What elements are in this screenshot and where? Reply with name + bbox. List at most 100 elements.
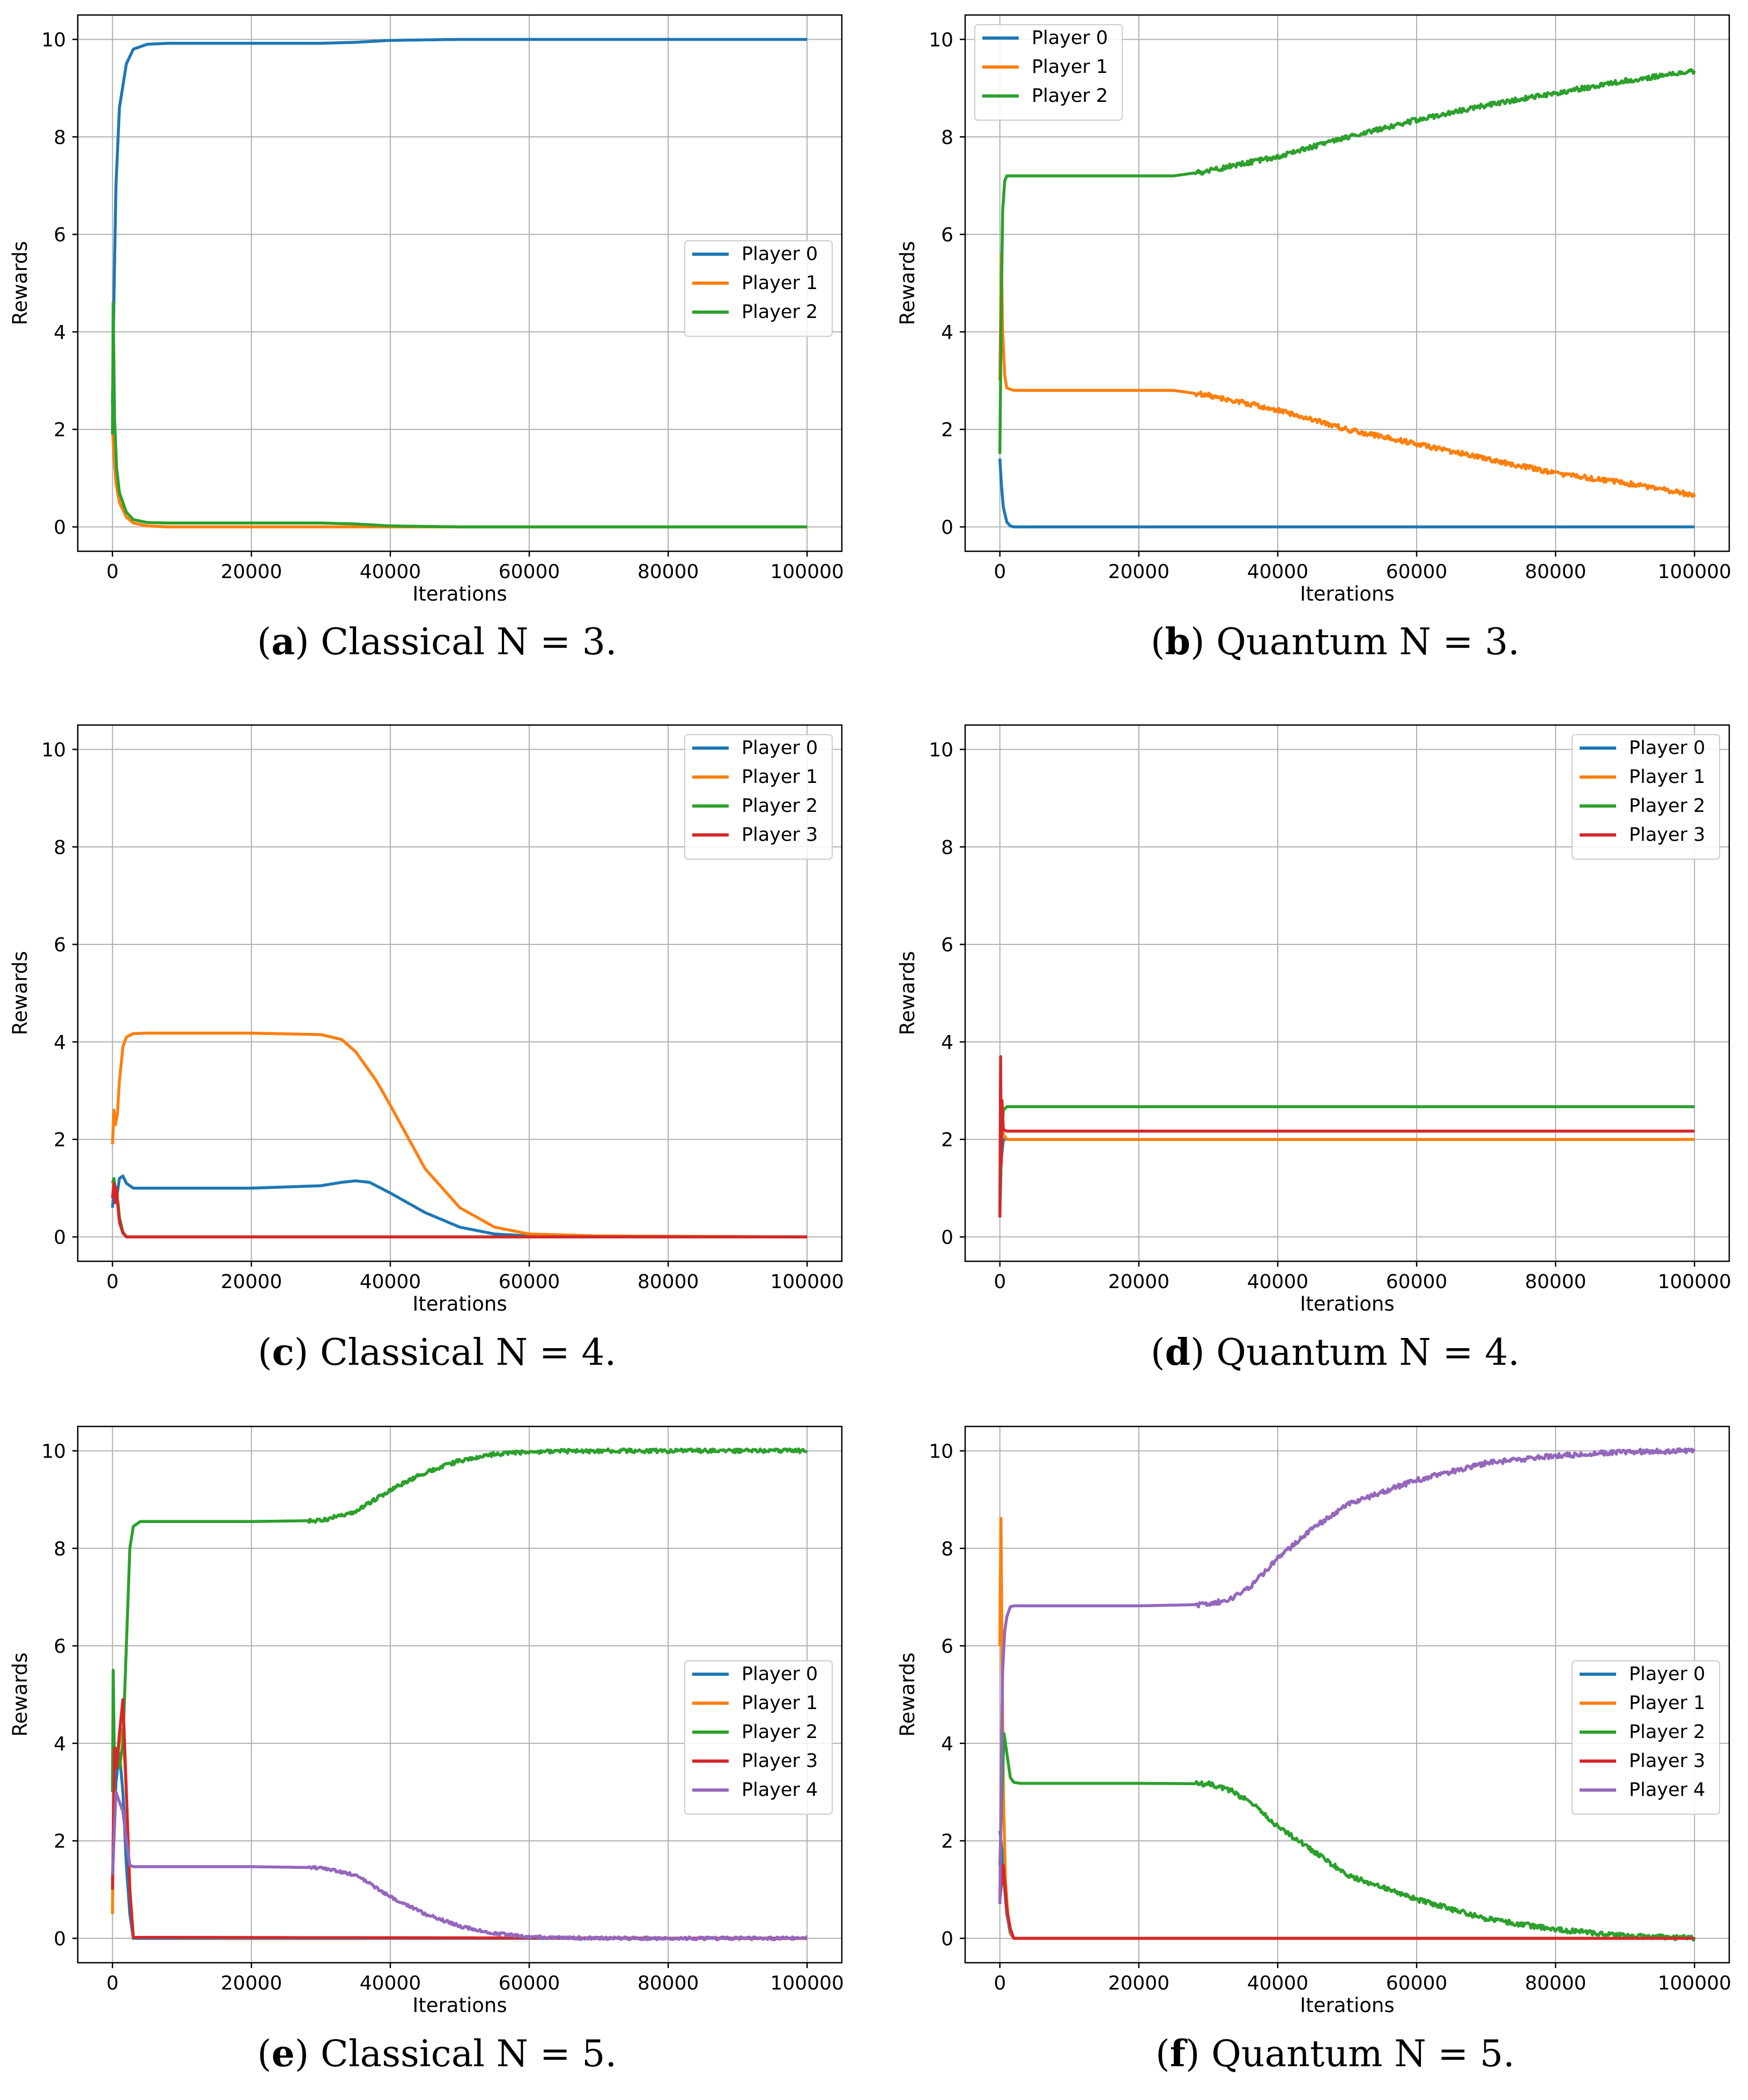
x-tick-label: 0 xyxy=(994,1972,1006,1994)
y-axis-label: Rewards xyxy=(896,1652,919,1736)
legend-label: Player 2 xyxy=(1629,1721,1705,1743)
caption: (e) Classical N = 5. xyxy=(257,2032,617,2075)
y-tick-label: 4 xyxy=(941,322,953,344)
y-axis-label: Rewards xyxy=(896,241,919,325)
caption-text: Classical N = 4. xyxy=(320,1332,616,1374)
y-tick-label: 0 xyxy=(54,1227,66,1249)
x-tick-label: 0 xyxy=(106,1972,118,1994)
x-axis-label: Iterations xyxy=(412,582,507,605)
caption-close-paren: ) xyxy=(1186,2033,1211,2075)
caption-label: a xyxy=(271,620,295,663)
caption: (f) Quantum N = 5. xyxy=(1156,2032,1515,2075)
legend-label: Player 2 xyxy=(742,1721,818,1743)
y-tick-label: 8 xyxy=(941,837,953,859)
y-tick-label: 10 xyxy=(929,29,953,51)
y-tick-label: 6 xyxy=(54,1636,66,1658)
legend-label: Player 1 xyxy=(742,1692,818,1714)
x-tick-label: 100000 xyxy=(1658,1271,1731,1293)
x-axis-label: Iterations xyxy=(1300,1292,1394,1315)
x-tick-label: 100000 xyxy=(771,1271,844,1293)
legend-label: Player 2 xyxy=(742,301,818,323)
x-tick-label: 40000 xyxy=(1247,1271,1309,1293)
y-tick-label: 2 xyxy=(54,1129,66,1151)
x-axis-label: Iterations xyxy=(412,1292,507,1315)
x-tick-label: 100000 xyxy=(1658,1972,1731,1994)
x-tick-label: 0 xyxy=(994,561,1006,583)
series-line-player-3 xyxy=(111,1181,808,1239)
x-tick-label: 80000 xyxy=(638,561,699,583)
legend-label: Player 0 xyxy=(1032,27,1108,49)
caption: (a) Classical N = 3. xyxy=(257,620,617,663)
y-tick-label: 10 xyxy=(41,1440,66,1462)
y-tick-label: 8 xyxy=(54,837,66,859)
x-tick-label: 80000 xyxy=(638,1972,699,1994)
plot-frame xyxy=(964,1425,1730,1964)
x-axis-label: Iterations xyxy=(412,1994,507,2017)
x-tick-label: 100000 xyxy=(771,1972,844,1994)
y-tick-label: 4 xyxy=(54,1032,66,1054)
y-tick-label: 10 xyxy=(41,739,66,761)
chart-panel-b: 0 20000 40000 60000 80000 100000 0 2 4 6 8 10 Iterat… xyxy=(896,14,1731,663)
legend-label: Player 2 xyxy=(1032,85,1108,107)
y-tick-label: 0 xyxy=(54,1928,66,1950)
y-axis-label: Rewards xyxy=(9,241,32,325)
y-tick-label: 8 xyxy=(54,1538,66,1560)
x-tick-label: 60000 xyxy=(499,1972,560,1994)
caption-close-paren: ) xyxy=(295,2033,321,2075)
x-axis-label: Iterations xyxy=(1300,1994,1394,2017)
y-tick-label: 2 xyxy=(54,1831,66,1853)
x-tick-label: 40000 xyxy=(1247,561,1309,583)
x-tick-label: 40000 xyxy=(360,1271,421,1293)
y-tick-label: 2 xyxy=(941,1129,953,1151)
x-tick-label: 80000 xyxy=(638,1271,699,1293)
caption-close-paren: ) xyxy=(1190,1332,1216,1374)
x-tick-label: 20000 xyxy=(221,1271,283,1293)
chart-panel-f: 0 20000 40000 60000 80000 100000 0 2 4 6 8 10 Iterat… xyxy=(896,1425,1731,2075)
caption-label: d xyxy=(1165,1331,1191,1374)
y-tick-label: 8 xyxy=(941,127,953,149)
caption: (b) Quantum N = 3. xyxy=(1151,620,1520,663)
legend-box xyxy=(1572,1660,1720,1815)
y-tick-label: 4 xyxy=(54,322,66,344)
caption-text: Quantum N = 3. xyxy=(1216,621,1520,663)
x-tick-label: 40000 xyxy=(1247,1972,1309,1994)
caption-label: b xyxy=(1165,620,1191,663)
x-tick-label: 60000 xyxy=(1386,1271,1448,1293)
legend-label: Player 0 xyxy=(1629,1663,1705,1685)
x-tick-label: 40000 xyxy=(360,1972,421,1994)
series-line-player-2 xyxy=(111,1447,808,1792)
legend: Player 0 Player 1 Player 2 Player 3 xyxy=(1572,734,1720,860)
caption-text: Classical N = 3. xyxy=(321,621,617,663)
legend-label: Player 3 xyxy=(1629,824,1705,846)
y-tick-label: 10 xyxy=(929,739,953,761)
x-tick-label: 20000 xyxy=(1108,1271,1170,1293)
caption-open-paren: ( xyxy=(258,1332,272,1374)
caption-label: f xyxy=(1170,2032,1188,2075)
chart-panel-e: 0 20000 40000 60000 80000 100000 0 2 4 6 8 10 Iterat… xyxy=(9,1425,844,2075)
x-tick-label: 20000 xyxy=(221,561,283,583)
x-tick-label: 80000 xyxy=(1525,561,1587,583)
legend-label: Player 2 xyxy=(742,795,818,817)
legend-label: Player 2 xyxy=(1629,795,1705,817)
x-tick-label: 60000 xyxy=(499,1271,560,1293)
caption-open-paren: ( xyxy=(1156,2033,1170,2075)
caption-close-paren: ) xyxy=(294,1332,320,1374)
series-line-player-4 xyxy=(998,1447,1696,1904)
y-tick-label: 6 xyxy=(54,934,66,956)
legend-label: Player 1 xyxy=(742,766,818,788)
caption-text: Quantum N = 4. xyxy=(1216,1332,1520,1374)
y-tick-label: 0 xyxy=(941,1227,953,1249)
caption-open-paren: ( xyxy=(1151,621,1165,663)
caption-label: c xyxy=(272,1331,294,1374)
legend-box xyxy=(684,1660,833,1815)
y-tick-label: 2 xyxy=(941,419,953,441)
y-tick-label: 2 xyxy=(941,1831,953,1853)
x-tick-label: 20000 xyxy=(1108,1972,1170,1994)
y-tick-label: 0 xyxy=(54,517,66,539)
series-line-player-2 xyxy=(998,68,1696,454)
plot-frame xyxy=(77,724,843,1262)
legend-box xyxy=(684,734,833,860)
y-tick-label: 2 xyxy=(54,419,66,441)
x-tick-label: 80000 xyxy=(1525,1972,1587,1994)
